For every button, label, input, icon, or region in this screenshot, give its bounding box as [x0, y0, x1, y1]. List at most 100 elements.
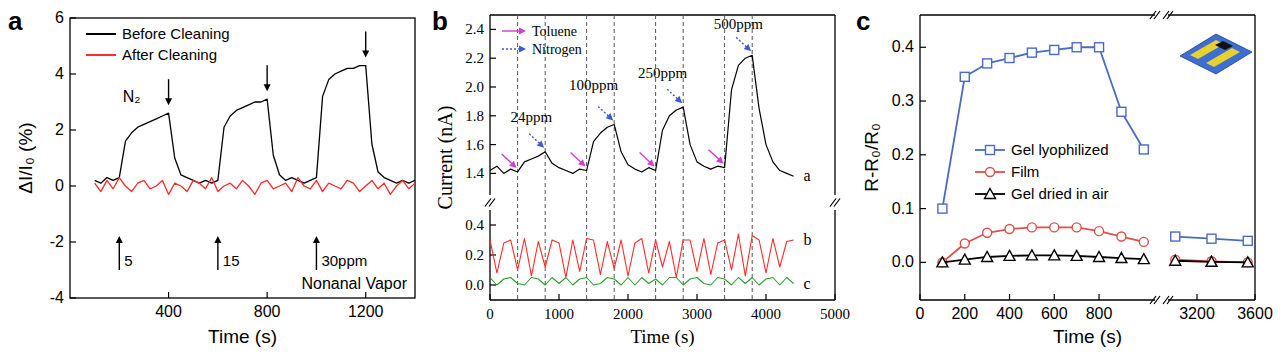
plot-area — [937, 43, 1149, 267]
series-line — [95, 66, 415, 184]
plot-frame — [1168, 14, 1255, 15]
marker — [1207, 257, 1216, 266]
y-tick-label: 6 — [55, 9, 64, 26]
x-tick — [1054, 294, 1055, 300]
vapor-off-arrow — [165, 79, 172, 105]
marker — [1117, 232, 1126, 241]
x-tick-label: 400 — [996, 305, 1023, 322]
y-tick-label: 1.4 — [465, 165, 484, 181]
marker — [1094, 251, 1105, 261]
arrow-head — [744, 44, 752, 51]
inset-electrode — [1206, 48, 1240, 67]
x-tick — [696, 294, 697, 300]
x-axis-line — [490, 299, 835, 300]
series-line — [942, 255, 1143, 262]
axis-break — [834, 199, 840, 207]
x-tick — [558, 294, 559, 300]
y-tick-label: -2 — [50, 233, 64, 250]
marker — [1139, 145, 1148, 154]
x-tick-label: 4000 — [751, 306, 781, 322]
y-tick — [70, 185, 76, 186]
x-tick — [365, 292, 366, 298]
arrow-head — [362, 51, 369, 58]
x-tick — [168, 292, 169, 298]
vapor-on-label: 15 — [223, 252, 240, 269]
y-tick-label: 0 — [55, 177, 64, 194]
marker — [1050, 45, 1059, 54]
marker — [1004, 250, 1015, 260]
event-line — [586, 15, 587, 300]
y-tick — [920, 262, 926, 263]
arrow-head — [675, 96, 683, 103]
x-axis-line — [920, 299, 1155, 300]
marker — [1005, 225, 1014, 234]
x-axis-label: Time (s) — [1053, 326, 1122, 347]
x-axis-label: Time (s) — [630, 326, 694, 348]
y-tick — [70, 17, 76, 18]
vapor-off-arrow — [362, 32, 369, 58]
x-tick — [1009, 294, 1010, 300]
series-line — [490, 278, 794, 286]
event-line — [517, 15, 518, 300]
figure: 4008001200-4-20246aTime (s)ΔI/I₀ (%)Befo… — [0, 0, 1280, 355]
legend-swatch — [502, 46, 526, 53]
y-tick — [70, 73, 76, 74]
plot-frame — [920, 14, 1155, 15]
marker — [983, 59, 992, 68]
inset-film — [1215, 41, 1233, 50]
x-tick-label: 3000 — [682, 306, 712, 322]
marker — [1242, 257, 1253, 267]
x-tick — [627, 294, 628, 300]
arrow-head — [313, 236, 320, 243]
event-arrow — [571, 153, 586, 167]
arrow-head — [578, 159, 586, 166]
plot-area — [1170, 232, 1254, 267]
x-tick — [1196, 294, 1197, 300]
y-tick — [70, 241, 76, 242]
y-tick-label: 1.8 — [465, 108, 484, 124]
x-tick-label: 3600 — [1237, 305, 1273, 322]
annotation: 100ppm — [569, 77, 619, 93]
y-axis-line — [489, 15, 490, 195]
arrow-head — [264, 84, 271, 91]
y-tick — [490, 29, 496, 30]
vapor-off-arrow — [264, 65, 271, 91]
marker — [960, 72, 969, 81]
x-axis-line — [1168, 299, 1255, 300]
x-tick-label: 3200 — [1179, 305, 1215, 322]
marker — [1207, 234, 1216, 243]
plot-frame — [834, 210, 835, 300]
legend-label: After Cleaning — [122, 46, 217, 63]
y-tick-label: 2.4 — [465, 21, 484, 37]
arrow-head — [606, 113, 614, 120]
marker — [1027, 223, 1036, 232]
arrow-head — [716, 156, 724, 163]
event-arrow — [529, 134, 544, 148]
legend-marker — [986, 168, 995, 177]
marker — [1206, 256, 1217, 266]
annotation: 500ppm — [714, 16, 764, 32]
plot-area — [95, 66, 415, 195]
x-tick — [1254, 294, 1255, 300]
y-tick-label: 0.4 — [892, 38, 914, 55]
x-tick-label: 0 — [486, 306, 494, 322]
marker — [1139, 237, 1148, 246]
arrow-head — [647, 159, 655, 166]
y-axis-label: R-R₀/R₀ — [861, 123, 882, 192]
y-tick-label: 1.6 — [465, 137, 484, 153]
x-tick — [964, 294, 965, 300]
marker — [1026, 250, 1037, 260]
marker — [1116, 253, 1127, 263]
arrow-shaft — [640, 153, 651, 163]
x-tick-label: 200 — [951, 305, 978, 322]
annotation: 24ppm — [511, 109, 553, 125]
arrow-shaft — [736, 37, 747, 47]
arrow-shaft — [119, 242, 120, 270]
plot-frame — [834, 15, 835, 195]
x-tick — [489, 294, 490, 300]
series-label: c — [804, 275, 811, 292]
marker — [982, 251, 993, 261]
y-tick-label: 4 — [55, 65, 64, 82]
event-line — [683, 15, 684, 300]
x-tick-label: 800 — [254, 303, 281, 320]
